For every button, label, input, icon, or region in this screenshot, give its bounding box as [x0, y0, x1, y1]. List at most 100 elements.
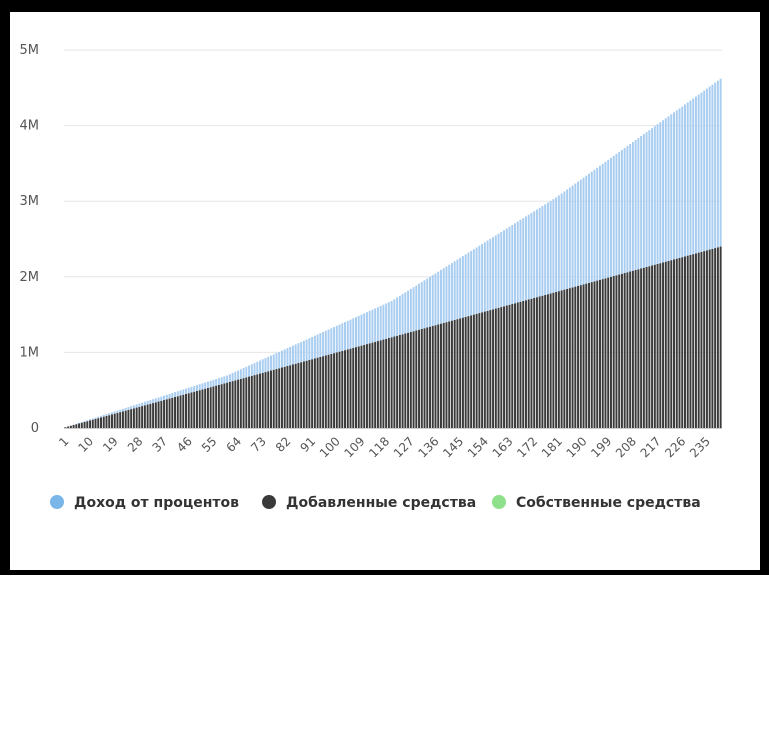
- bar-added-funds: [385, 338, 388, 428]
- bar-interest-income: [272, 354, 275, 370]
- bar-interest-income: [557, 195, 560, 292]
- x-tick-label: 100: [317, 434, 343, 460]
- bar-added-funds: [245, 377, 248, 428]
- bar-interest-income: [100, 415, 102, 418]
- bar-interest-income: [516, 221, 519, 303]
- bar-added-funds: [645, 266, 648, 428]
- bar-added-funds: [108, 415, 111, 428]
- bar-added-funds: [91, 419, 94, 428]
- bar-interest-income: [604, 161, 607, 279]
- x-tick-label: 91: [298, 434, 319, 455]
- bar-interest-income: [80, 421, 83, 423]
- bar-interest-income: [319, 333, 322, 357]
- bar-added-funds: [316, 357, 319, 428]
- bar-interest-income: [291, 345, 294, 365]
- bar-added-funds: [330, 353, 333, 428]
- bar-added-funds: [223, 383, 226, 428]
- bar-added-funds: [470, 315, 473, 428]
- bar-added-funds: [557, 291, 560, 428]
- x-tick-label: 46: [174, 434, 195, 455]
- bar-interest-income: [182, 389, 185, 395]
- bar-interest-income: [519, 219, 522, 302]
- bar-added-funds: [492, 309, 495, 428]
- bar-interest-income: [267, 356, 270, 372]
- legend-label[interactable]: Добавленные средства: [286, 495, 476, 511]
- bar-added-funds: [138, 406, 141, 428]
- bar-interest-income: [253, 363, 256, 376]
- bar-added-funds: [228, 381, 231, 428]
- y-tick-label: 5M: [20, 43, 40, 58]
- bar-interest-income: [261, 359, 264, 373]
- x-tick-label: 55: [199, 434, 220, 455]
- bar-interest-income: [415, 285, 418, 331]
- x-tick-label: 118: [366, 434, 392, 460]
- bar-interest-income: [248, 365, 251, 377]
- bar-interest-income: [217, 378, 220, 385]
- bar-added-funds: [267, 371, 270, 428]
- bar-added-funds: [582, 284, 585, 428]
- bar-added-funds: [374, 341, 377, 428]
- bar-interest-income: [209, 380, 212, 388]
- bar-interest-income: [664, 118, 667, 262]
- bar-interest-income: [456, 259, 459, 320]
- bar-interest-income: [187, 387, 190, 394]
- bar-added-funds: [368, 343, 371, 428]
- bar-interest-income: [574, 183, 577, 287]
- bar-added-funds: [187, 393, 190, 428]
- bar-interest-income: [645, 132, 648, 267]
- bar-added-funds: [429, 326, 431, 428]
- x-tick-label: 1: [56, 434, 71, 449]
- bar-added-funds: [640, 268, 643, 428]
- bar-interest-income: [110, 412, 113, 415]
- bar-interest-income: [620, 149, 623, 274]
- legend-label[interactable]: Собственные средства: [516, 495, 701, 511]
- bar-interest-income: [541, 206, 544, 296]
- bar-interest-income: [546, 202, 549, 295]
- bar-interest-income: [681, 106, 684, 258]
- bar-interest-income: [656, 124, 659, 264]
- bar-interest-income: [533, 211, 536, 298]
- x-tick-label: 127: [391, 434, 417, 460]
- bar-interest-income: [442, 268, 445, 323]
- bar-added-funds: [519, 301, 522, 428]
- bar-interest-income: [335, 325, 338, 353]
- legend-marker: [492, 495, 506, 509]
- y-tick-label: 0: [31, 421, 39, 436]
- x-tick-label: 136: [416, 434, 442, 460]
- bar-interest-income: [396, 297, 399, 336]
- bar-added-funds: [648, 266, 651, 428]
- bar-added-funds: [313, 358, 316, 428]
- bar-added-funds: [588, 282, 591, 428]
- bar-added-funds: [670, 260, 673, 428]
- bar-interest-income: [599, 165, 601, 280]
- bar-interest-income: [492, 237, 495, 310]
- bar-interest-income: [464, 254, 467, 317]
- bar-interest-income: [571, 185, 574, 288]
- bar-added-funds: [97, 418, 100, 428]
- bar-added-funds: [338, 351, 341, 428]
- bar-interest-income: [505, 228, 508, 306]
- bar-interest-income: [514, 223, 516, 304]
- bar-interest-income: [174, 392, 177, 397]
- bar-added-funds: [195, 390, 198, 428]
- bar-interest-income: [467, 252, 470, 317]
- bar-added-funds: [239, 378, 242, 428]
- bar-added-funds: [505, 305, 508, 428]
- bar-interest-income: [313, 335, 316, 359]
- bar-added-funds: [102, 416, 105, 428]
- bar-added-funds: [100, 417, 102, 428]
- bar-interest-income: [470, 250, 473, 316]
- bar-added-funds: [527, 299, 530, 428]
- bar-interest-income: [549, 200, 552, 294]
- bar-interest-income: [154, 398, 157, 403]
- bar-interest-income: [259, 360, 262, 374]
- legend-label[interactable]: Доход от процентов: [74, 495, 239, 511]
- bar-added-funds: [154, 402, 157, 428]
- bar-added-funds: [83, 421, 86, 428]
- bars: [64, 78, 722, 428]
- bar-interest-income: [689, 100, 692, 255]
- bar-added-funds: [651, 265, 654, 428]
- bar-added-funds: [119, 412, 122, 428]
- bar-interest-income: [365, 312, 368, 345]
- bar-added-funds: [481, 312, 484, 428]
